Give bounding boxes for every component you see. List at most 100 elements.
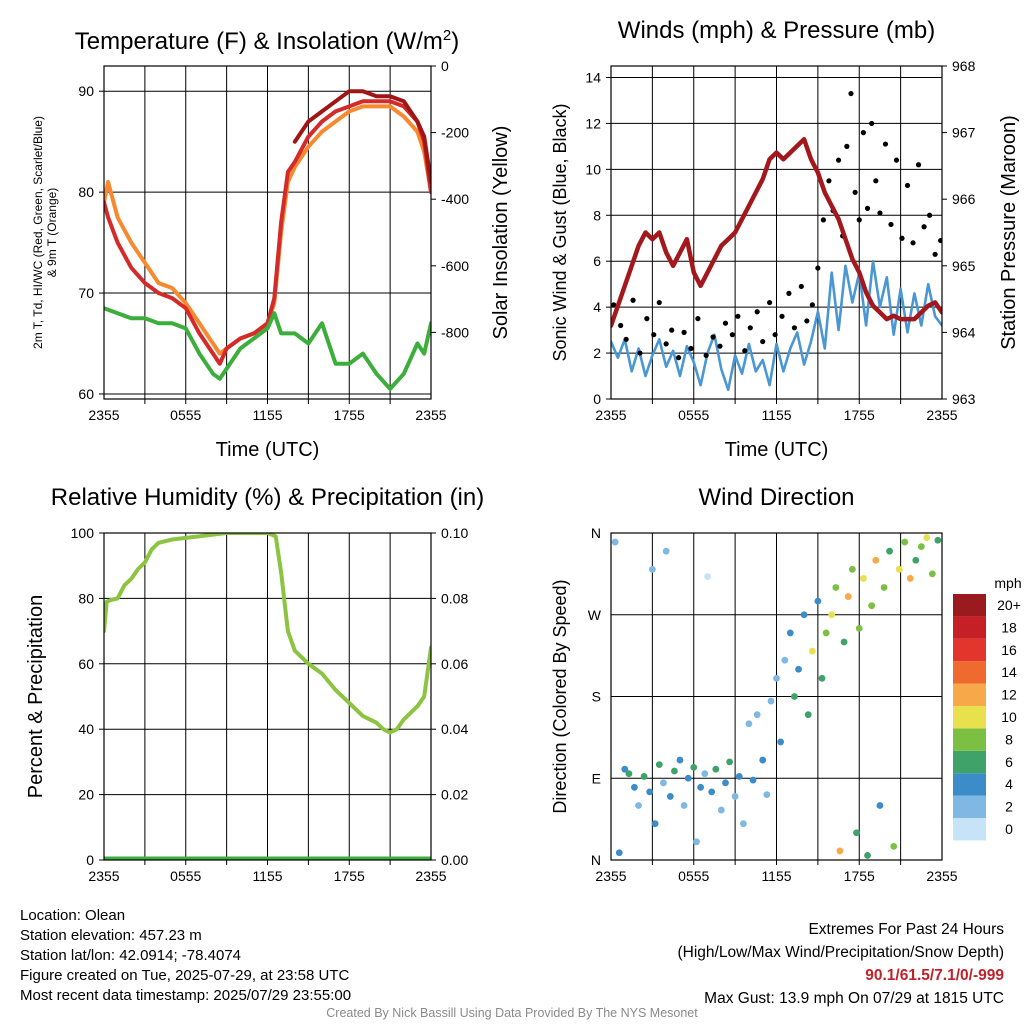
y2-tick-label: 0.10 [441,525,468,541]
gust-point [779,313,785,319]
direction-point [651,820,659,828]
gust-point [688,345,694,352]
y-tick-label: 20 [78,787,94,803]
x-tick-label: 2355 [415,407,446,423]
series-pressure [611,137,942,328]
direction-point [660,779,667,787]
gust-point [791,325,798,331]
direction-point [640,773,648,780]
y-axis-label: Percent & Precipitation [25,595,47,798]
y-tick-label: N [591,525,601,541]
direction-point [759,756,767,764]
direction-point [717,806,725,814]
y-tick-label: E [592,770,601,786]
direction-point [704,573,711,580]
legend-label: 16 [1001,642,1017,658]
direction-point [859,575,867,582]
created-text: Figure created on Tue, 2025-07-29, at 23… [20,967,350,984]
plot-frame [610,532,943,861]
y2-tick-label: 967 [952,125,976,141]
gust-point [644,316,650,322]
x-tick-label: 1755 [334,868,365,884]
direction-point [655,761,663,769]
gust-point [844,143,850,149]
gust-point [856,217,862,223]
plot-frame [610,65,943,400]
direction-point [786,629,794,637]
y-tick-label: 60 [78,386,94,402]
speed-legend: mph 0 2 4 6 8 10 12 14 16 18 20+ [953,575,1022,841]
direction-point [836,847,844,855]
y-axis-label: Sonic Wind & Gust (Blue, Black) [550,103,570,361]
gust-point [717,343,723,349]
legend-label: 2 [1005,799,1013,815]
panel-humidity: 2355 0555 1155 1755 23550204060801000.000.02… [25,484,484,884]
chart-title: Wind Direction [698,484,854,511]
gust-point [675,355,682,361]
legend-swatch [953,638,986,662]
direction-point [804,711,812,719]
gust-point [663,341,669,347]
x-tick-label: 0555 [170,868,201,884]
legend-swatch [953,706,986,729]
direction-point [822,629,830,637]
direction-point [631,783,638,791]
direction-point [895,565,903,573]
x-tick-label: 1155 [252,868,282,884]
y-tick-label: 80 [78,184,94,200]
series-dewpoint [104,306,431,391]
x-tick-label: 2355 [926,407,957,423]
gust-point [820,217,826,223]
y2-tick-label: 0.04 [441,721,468,737]
direction-point [676,756,684,764]
direction-point [814,597,822,605]
legend-swatch [953,728,986,751]
series-heat_index [292,89,431,184]
extremes-subtitle: (High/Low/Max Wind/Precipitation/Snow De… [677,944,1005,961]
series-group [104,89,431,391]
legend-swatch [953,594,986,617]
y-tick-label: 100 [71,525,95,541]
y2-tick-label: 0.00 [441,852,468,868]
x-tick-label: 2355 [595,868,626,884]
gust-point [860,130,866,136]
direction-point [621,765,629,773]
gust-point [910,240,916,246]
x-tick-label: 2355 [926,868,957,884]
gust-point [798,283,804,290]
direction-point [773,674,780,682]
gust-point [722,320,729,326]
series-rh [104,533,431,735]
gust-point [873,178,879,184]
latlon-text: Station lat/lon: 42.0914; -78.4074 [20,947,242,964]
gust-point [669,327,675,333]
x-tick-label: 0555 [678,407,709,423]
y2-tick-label: -400 [441,191,469,207]
legend-label: 14 [1001,664,1017,680]
y-tick-label: 10 [585,161,601,177]
direction-point [872,556,880,564]
direction-point [753,711,761,719]
y-axis-label: 2m T, Td, HI/WC (Red, Green, Scarlet/Blu… [31,116,45,349]
x-tick-label: 1155 [761,868,791,884]
y2-tick-label: 0 [441,58,449,74]
gust-point [899,235,905,241]
location-text: Location: Olean [20,907,126,924]
direction-point [735,773,743,780]
legend-label: 18 [1001,619,1017,635]
panel-winds: 2355 0555 1155 1755 235502468101214963964965… [550,17,1020,461]
y-axis-label: & 9m T (Orange) [45,188,59,278]
x-tick-label: 2355 [88,868,119,884]
chart-title: Winds (mph) & Pressure (mb) [618,17,935,44]
direction-point [840,638,848,646]
gust-point [848,90,854,97]
elevation-text: Station elevation: 457.23 m [20,927,202,944]
direction-point [853,829,860,837]
direction-point [666,793,674,800]
x-axis-label: Time (UTC) [725,439,829,461]
legend-swatch [953,773,986,796]
direction-point [749,776,757,784]
y-tick-label: 8 [593,207,601,223]
y2-tick-label: 963 [952,391,976,407]
gust-point [852,189,858,195]
